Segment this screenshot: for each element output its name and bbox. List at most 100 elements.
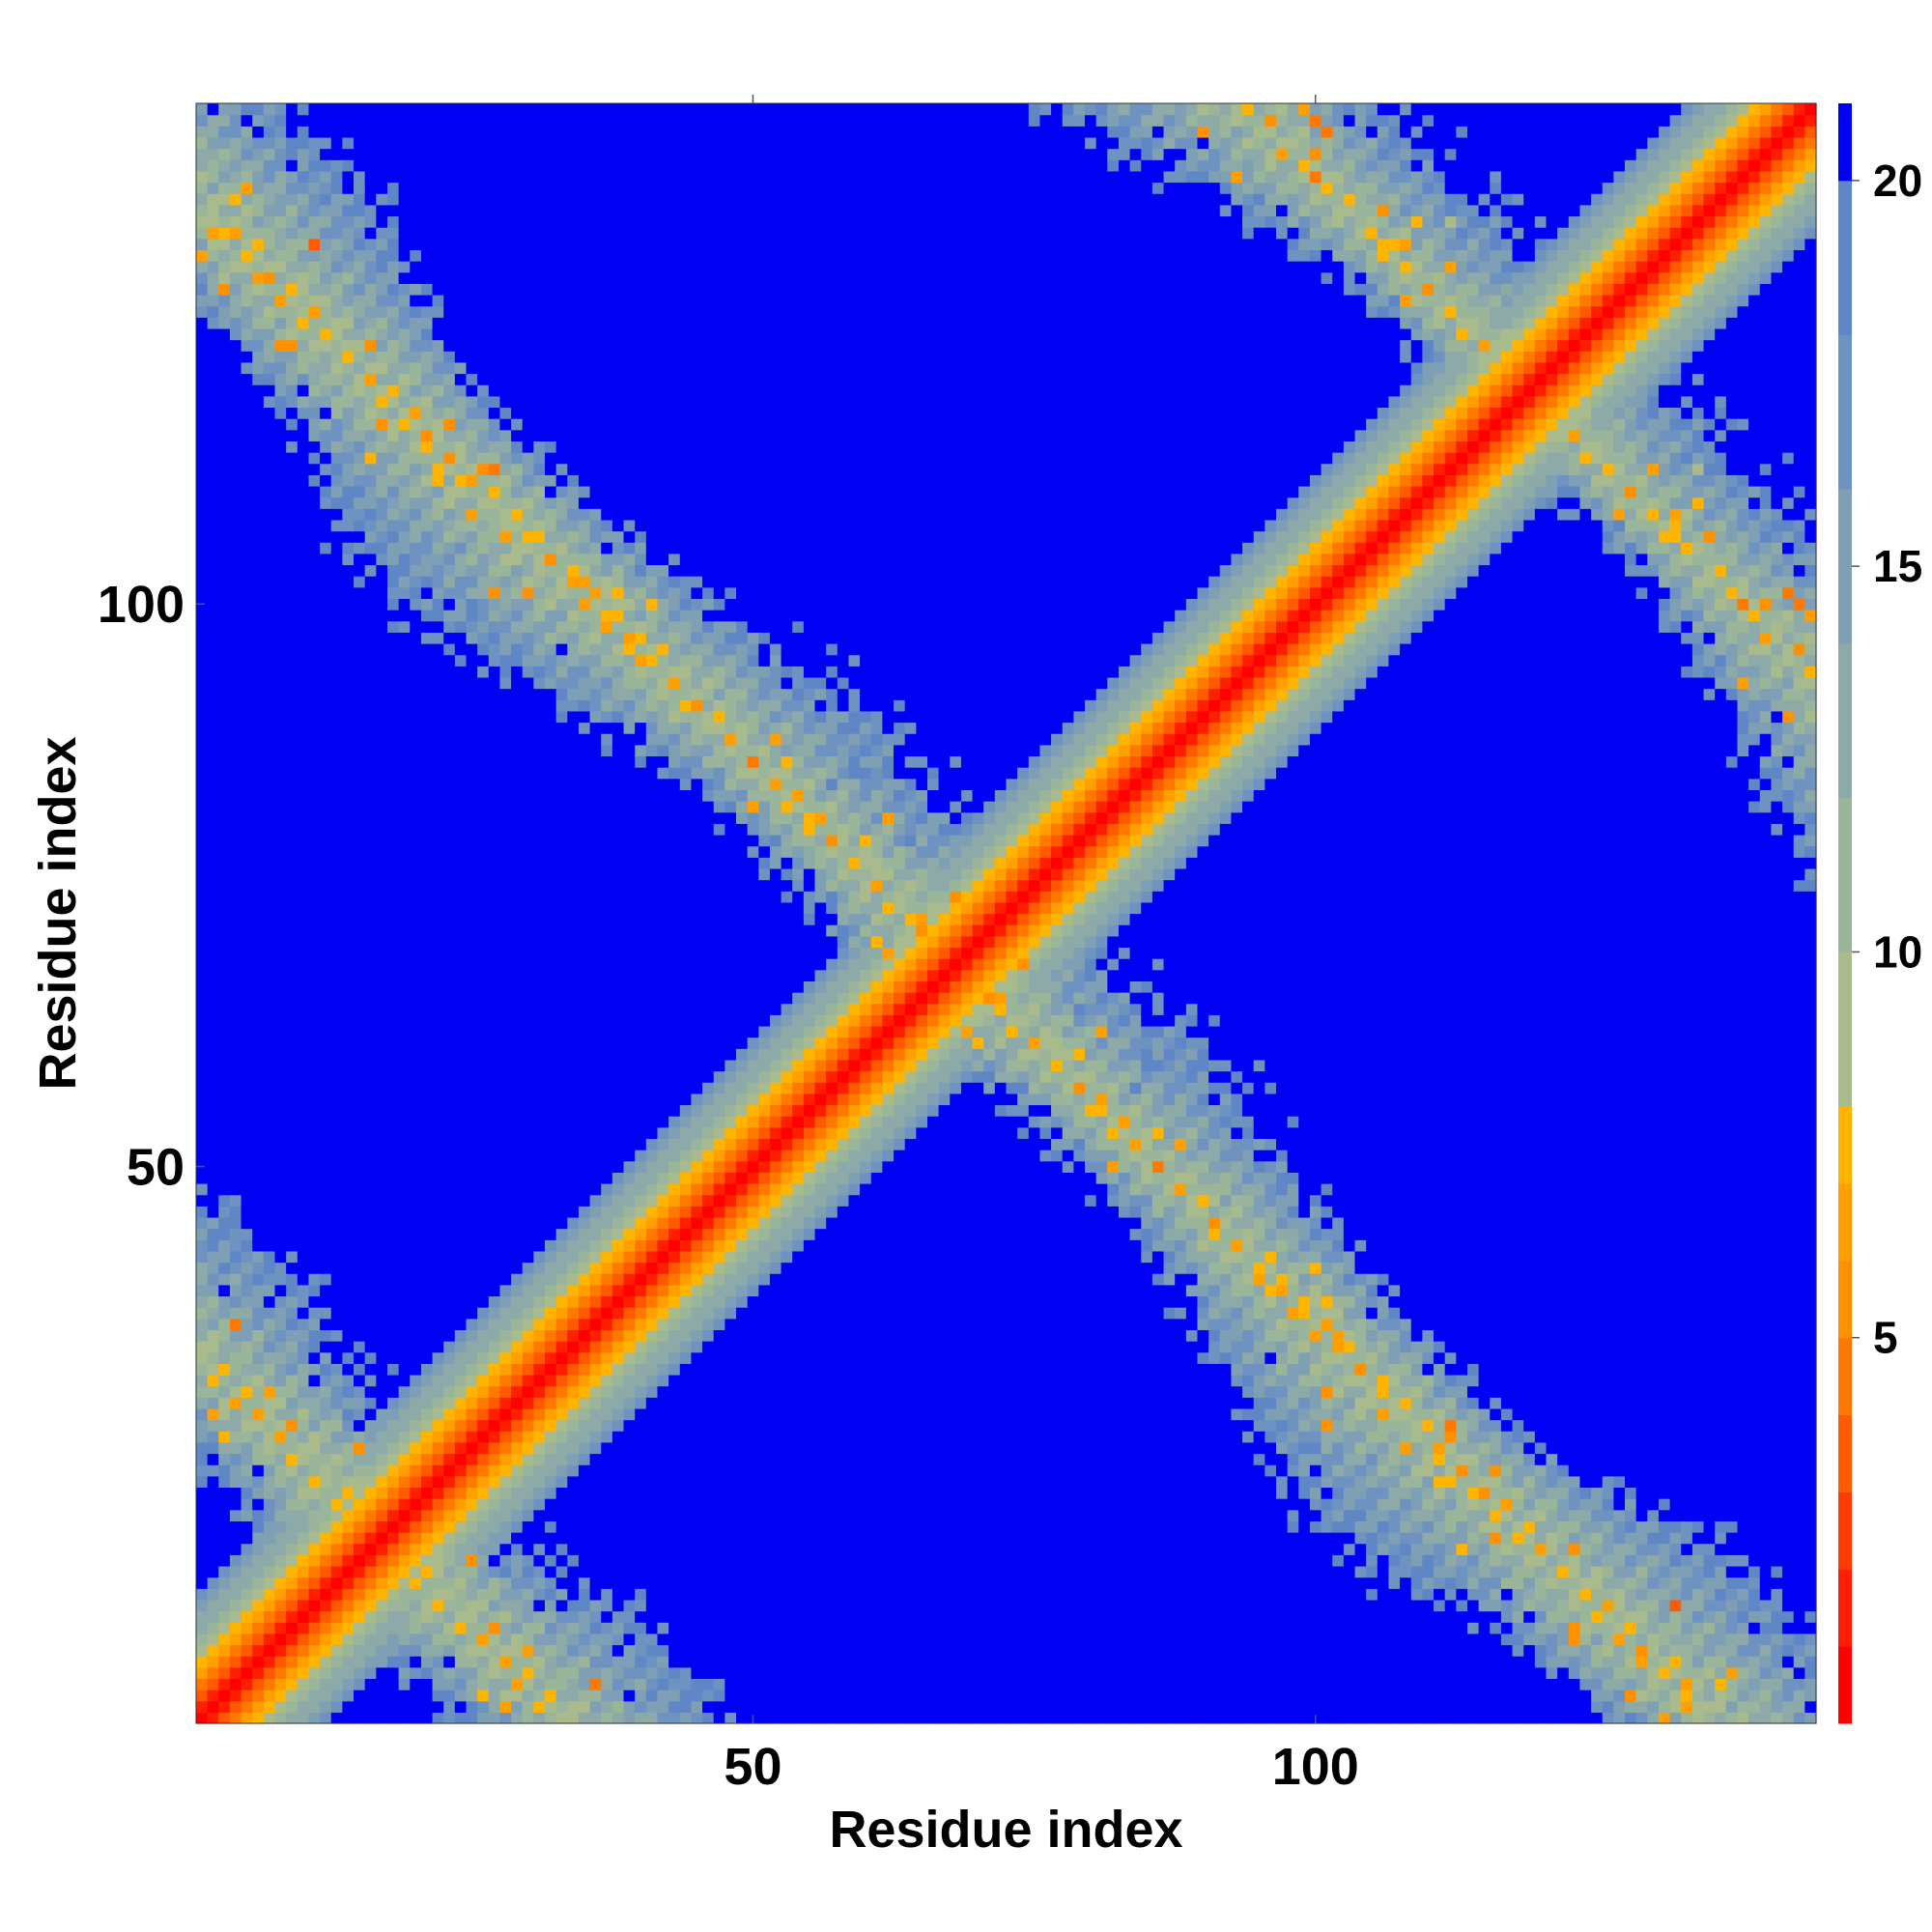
heatmap-cell bbox=[499, 1475, 512, 1489]
heatmap-cell bbox=[229, 1678, 242, 1690]
heatmap-cell bbox=[342, 1700, 355, 1713]
heatmap-cell bbox=[533, 823, 546, 836]
heatmap-cell bbox=[263, 789, 276, 802]
heatmap-cell bbox=[443, 947, 456, 959]
heatmap-cell bbox=[578, 1116, 591, 1128]
heatmap-cell bbox=[410, 1172, 422, 1184]
heatmap-cell bbox=[466, 238, 478, 250]
heatmap-cell bbox=[555, 1464, 568, 1477]
heatmap-cell bbox=[297, 1093, 310, 1106]
heatmap-cell bbox=[286, 913, 298, 925]
heatmap-cell bbox=[330, 1093, 343, 1106]
heatmap-cell bbox=[466, 1116, 478, 1128]
heatmap-cell bbox=[376, 530, 388, 543]
heatmap-cell bbox=[320, 1093, 332, 1106]
heatmap-cell bbox=[443, 227, 456, 240]
heatmap-cell bbox=[443, 744, 456, 757]
heatmap-cell bbox=[196, 227, 209, 240]
heatmap-cell bbox=[522, 1385, 534, 1398]
heatmap-cell bbox=[511, 598, 524, 611]
heatmap-cell bbox=[297, 1407, 310, 1421]
heatmap-cell bbox=[297, 1116, 310, 1128]
heatmap-cell bbox=[567, 1014, 580, 1027]
heatmap-cell bbox=[274, 407, 287, 419]
heatmap-cell bbox=[454, 1475, 468, 1489]
heatmap-cell bbox=[432, 1565, 444, 1578]
heatmap-cell bbox=[274, 1104, 287, 1117]
heatmap-cell bbox=[578, 992, 591, 1005]
heatmap-cell bbox=[286, 610, 298, 622]
heatmap-cell bbox=[274, 126, 287, 138]
heatmap-cell bbox=[545, 1656, 557, 1668]
heatmap-cell bbox=[252, 1025, 265, 1038]
heatmap-cell bbox=[297, 407, 310, 419]
heatmap-cell bbox=[342, 789, 355, 802]
heatmap-cell bbox=[477, 474, 490, 487]
heatmap-cell bbox=[297, 789, 310, 802]
heatmap-cell bbox=[420, 429, 434, 441]
heatmap-cell bbox=[376, 801, 388, 813]
heatmap-cell bbox=[420, 1599, 434, 1612]
heatmap-cell bbox=[196, 1194, 209, 1207]
heatmap-cell bbox=[354, 1520, 366, 1533]
heatmap-cell bbox=[229, 327, 242, 341]
heatmap-cell bbox=[454, 857, 468, 869]
heatmap-cell bbox=[320, 1351, 332, 1364]
heatmap-cell bbox=[241, 227, 253, 240]
heatmap-cell bbox=[376, 1666, 388, 1680]
heatmap-cell bbox=[410, 1059, 422, 1072]
heatmap-cell bbox=[364, 857, 377, 869]
heatmap-cell bbox=[196, 1700, 209, 1713]
heatmap-cell bbox=[297, 553, 310, 566]
heatmap-cell bbox=[207, 1453, 219, 1465]
heatmap-cell bbox=[499, 1037, 512, 1049]
heatmap-cell bbox=[207, 958, 219, 971]
heatmap-cell bbox=[398, 1150, 411, 1162]
heatmap-cell bbox=[477, 801, 490, 813]
heatmap-cell bbox=[420, 1070, 434, 1083]
heatmap-cell bbox=[342, 1712, 355, 1724]
heatmap-cell bbox=[297, 148, 310, 160]
heatmap-cell bbox=[488, 1453, 501, 1465]
heatmap-cell bbox=[364, 1487, 377, 1499]
heatmap-cell bbox=[511, 1475, 524, 1489]
heatmap-cell bbox=[308, 744, 321, 757]
heatmap-cell bbox=[477, 440, 490, 453]
heatmap-cell bbox=[477, 1633, 490, 1646]
heatmap-cell bbox=[252, 1487, 265, 1499]
heatmap-cell bbox=[364, 1599, 377, 1612]
heatmap-cell bbox=[342, 1464, 355, 1477]
heatmap-cell bbox=[218, 755, 231, 768]
heatmap-cell bbox=[207, 1070, 219, 1083]
heatmap-cell bbox=[420, 676, 434, 690]
heatmap-cell bbox=[354, 1104, 366, 1117]
heatmap-cell bbox=[330, 261, 343, 273]
heatmap-cell bbox=[410, 384, 422, 397]
heatmap-cell bbox=[522, 586, 534, 600]
heatmap-cell bbox=[386, 1678, 400, 1690]
heatmap-cell bbox=[511, 542, 524, 554]
heatmap-cell bbox=[354, 485, 366, 498]
heatmap-cell bbox=[196, 1341, 209, 1353]
heatmap-cell bbox=[207, 879, 219, 892]
heatmap-cell bbox=[263, 1532, 276, 1545]
heatmap-cell bbox=[364, 1037, 377, 1049]
heatmap-cell bbox=[432, 1273, 444, 1286]
heatmap-cell bbox=[443, 1374, 456, 1387]
heatmap-cell bbox=[342, 733, 355, 746]
heatmap-cell bbox=[364, 1172, 377, 1184]
heatmap-cell bbox=[297, 1194, 310, 1207]
heatmap-cell bbox=[252, 586, 265, 600]
heatmap-cell bbox=[398, 1318, 411, 1330]
heatmap-cell bbox=[196, 1228, 209, 1240]
heatmap-cell bbox=[522, 339, 534, 352]
heatmap-cell bbox=[286, 294, 298, 307]
heatmap-cell bbox=[555, 1565, 568, 1578]
heatmap-cell bbox=[522, 351, 534, 363]
heatmap-cell bbox=[308, 1509, 321, 1521]
heatmap-cell bbox=[229, 1577, 242, 1589]
heatmap-cell bbox=[578, 620, 591, 633]
heatmap-cell bbox=[386, 789, 400, 802]
heatmap-cell bbox=[578, 1284, 591, 1297]
heatmap-cell bbox=[410, 1037, 422, 1049]
